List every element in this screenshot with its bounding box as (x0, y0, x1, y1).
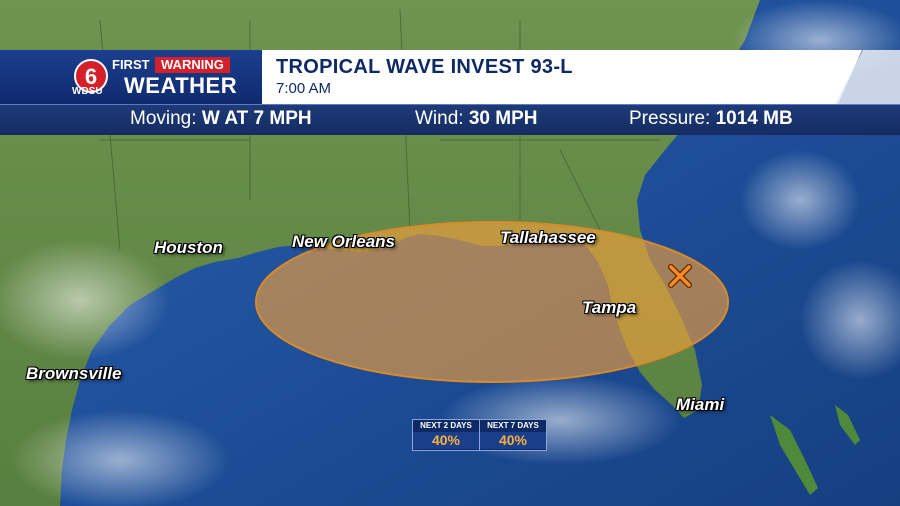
orange-x-icon (668, 264, 692, 288)
weather-label: WEATHER (124, 73, 238, 98)
outlook-next-2-days: NEXT 2 DAYS 40% (412, 419, 480, 451)
movement-label: Moving: (130, 108, 197, 129)
station-call-letters: WDSU (72, 86, 103, 97)
bahamas-islands (770, 415, 818, 495)
wind-info: Wind: 30 MPH (415, 108, 538, 130)
advisory-time: 7:00 AM (276, 80, 332, 97)
next-2-days-label: NEXT 2 DAYS (413, 421, 479, 430)
pressure-label: Pressure: (629, 108, 711, 129)
channel-6-logo: 6 (74, 59, 108, 93)
city-label-miami: Miami (676, 395, 725, 414)
city-label-new-orleans: New Orleans (292, 232, 395, 251)
city-label-houston: Houston (154, 238, 223, 257)
warning-badge: WARNING (155, 57, 230, 73)
wind-label: Wind: (415, 108, 464, 129)
movement-value: W AT 7 MPH (201, 108, 312, 129)
pressure-value: 1014 MB (715, 108, 793, 129)
title-panel (262, 50, 862, 104)
outlook-area (255, 221, 729, 383)
pressure-info: Pressure: 1014 MB (629, 108, 793, 130)
next-7-days-label: NEXT 7 DAYS (480, 421, 546, 430)
city-label-tallahassee: Tallahassee (500, 228, 596, 247)
city-label-brownsville: Brownsville (26, 364, 122, 383)
outlook-next-7-days: NEXT 7 DAYS 40% (479, 419, 547, 451)
storm-title: TROPICAL WAVE INVEST 93-L (276, 56, 573, 78)
next-2-days-value: 40% (413, 432, 479, 449)
wind-value: 30 MPH (468, 108, 538, 129)
next-7-days-value: 40% (480, 432, 546, 449)
city-label-tampa: Tampa (582, 298, 637, 317)
storm-info-bar (0, 104, 900, 135)
svg-text:6: 6 (85, 64, 97, 89)
movement-info: Moving: W AT 7 MPH (130, 108, 312, 130)
first-label: FIRST (112, 57, 150, 72)
